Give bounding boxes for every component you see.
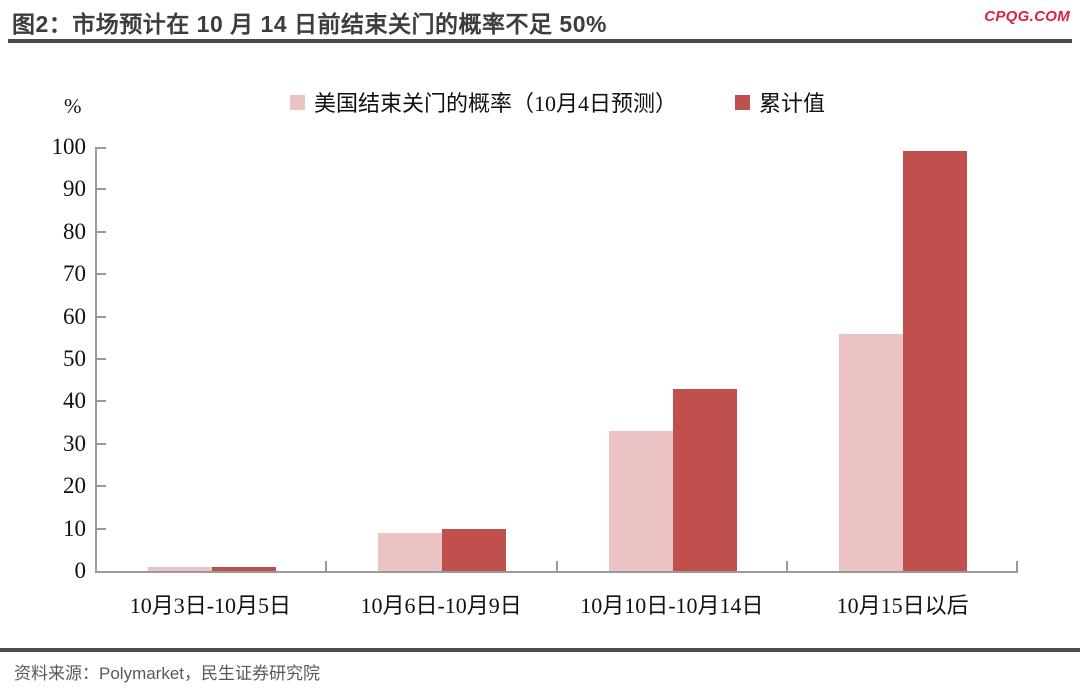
y-axis-tick-label: 80 [63,218,86,244]
y-axis-tick [97,273,106,276]
y-axis-tick [97,147,106,149]
legend-item-cumulative: 累计值 [735,86,825,118]
y-axis-tick-label: 0 [74,558,87,583]
bar-forecast [148,566,213,571]
y-axis-tick [97,485,106,488]
bar-cumulative [902,151,967,571]
y-axis-tick [97,442,106,445]
x-axis-tick [786,561,788,571]
figure-title: 图2：市场预计在 10 月 14 日前结束关门的概率不足 50% [12,11,607,37]
y-axis-tick-label: 40 [63,388,86,414]
x-axis-category-label: 10月10日-10月14日 [580,593,764,618]
legend-swatch-cumulative [735,94,750,110]
bars-row [97,147,1018,571]
y-axis-tick-labels: 0 10 20 30 40 50 60 70 80 90 100 [0,134,87,583]
y-axis-tick [97,358,106,360]
y-axis-tick-label: 60 [63,303,86,329]
y-axis-tick-label: 90 [63,176,86,202]
y-axis-tick-label: 50 [63,346,86,371]
chart-legend: 美国结束关门的概率（10月4日预测） 累计值 [95,86,1020,118]
y-axis-tick [97,527,106,530]
y-axis-unit-label: % [64,94,82,118]
y-axis-tick-label: 30 [63,430,86,456]
bar-forecast [378,532,443,571]
legend-swatch-forecast [289,94,305,110]
legend-item-forecast: 美国结束关门的概率（10月4日预测） [289,86,677,118]
source-note: 资料来源：Polymarket，民生证券研究院 [14,664,321,683]
bar-group [97,147,327,571]
x-axis-category-label: 10月15日以后 [836,593,969,618]
y-axis-tick [97,400,106,403]
x-axis-category-label: 10月3日-10月5日 [129,593,292,618]
y-axis-tick-label: 70 [63,261,86,287]
footer-rule [0,648,1080,652]
bar-forecast [838,333,903,571]
brand-watermark: CPQG.COM [984,8,1070,25]
bar-cumulative [212,566,277,571]
x-axis-tick [1016,561,1018,571]
plot-area [95,147,1018,573]
y-axis-tick-label: 20 [63,473,86,499]
y-axis-tick [97,315,106,318]
title-rule [8,39,1072,43]
bar-forecast [608,431,673,571]
x-axis-tick [325,561,327,571]
bar-group [327,147,557,571]
y-axis-tick [97,188,106,191]
bar-cumulative [672,388,737,571]
bar-group [558,147,788,571]
x-axis-category-labels: 10月3日-10月5日 10月6日-10月9日 10月10日-10月14日 10月15… [95,588,1018,620]
y-axis-tick-label: 100 [51,134,87,159]
bar-group [788,147,1018,571]
y-axis-tick [97,230,106,233]
x-axis-category-label: 10月6日-10月9日 [360,593,522,618]
legend-label-cumulative: 累计值 [759,91,826,116]
legend-label-forecast: 美国结束关门的概率（10月4日预测） [313,91,677,116]
x-axis-tick [556,561,558,571]
y-axis-tick-label: 10 [63,515,86,541]
bar-cumulative [442,528,507,571]
